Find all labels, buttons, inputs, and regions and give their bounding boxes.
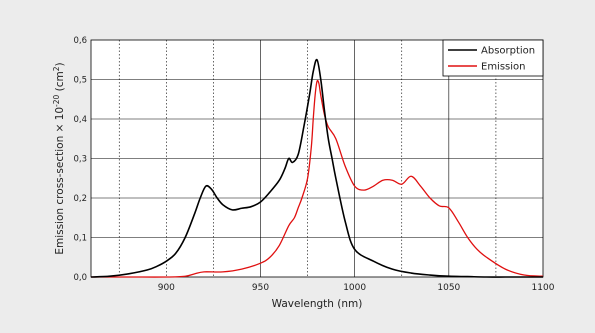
y-tick-labels: 0,0 0,1 0,2 0,3 0,4 0,5 0,6 [73, 36, 87, 283]
series-lines [90, 58, 544, 278]
legend-label: Emission [481, 62, 526, 73]
y-tick-label: 0,5 [73, 76, 87, 86]
y-tick-label: 0,4 [73, 115, 87, 125]
x-tick-label: 900 [158, 283, 175, 293]
x-axis-label: Wavelength (nm) [272, 298, 363, 310]
y-axis-label-exponent: -20 [52, 94, 61, 106]
y-axis-label-end: ) [54, 62, 66, 66]
y-tick-label: 0,2 [73, 194, 87, 204]
legend-label: Absorption [481, 46, 535, 57]
y-axis-label-unit: (cm [54, 71, 66, 94]
series-line-emission [91, 79, 544, 278]
y-axis-label-main: Emission cross-section × 10 [54, 107, 66, 255]
x-tick-label: 950 [252, 283, 269, 293]
y-tick-label: 0,1 [73, 234, 87, 244]
legend-box [442, 39, 544, 77]
x-tick-label: 1000 [343, 283, 366, 293]
y-axis-label-unit-exponent: 2 [52, 66, 61, 71]
y-tick-label: 0,3 [73, 155, 87, 165]
x-tick-label: 1050 [437, 283, 460, 293]
y-axis-label: Emission cross-section × 10-20 (cm2) [52, 62, 66, 254]
y-tick-label: 0,0 [73, 273, 87, 283]
x-tick-label: 1100 [532, 283, 555, 293]
plot-frame [90, 39, 544, 278]
legend: Absorption Emission [442, 39, 544, 77]
x-tick-labels: 900 950 1000 1050 1100 [158, 283, 555, 293]
series-line-absorption [90, 58, 543, 278]
y-tick-label: 0,6 [73, 36, 87, 46]
